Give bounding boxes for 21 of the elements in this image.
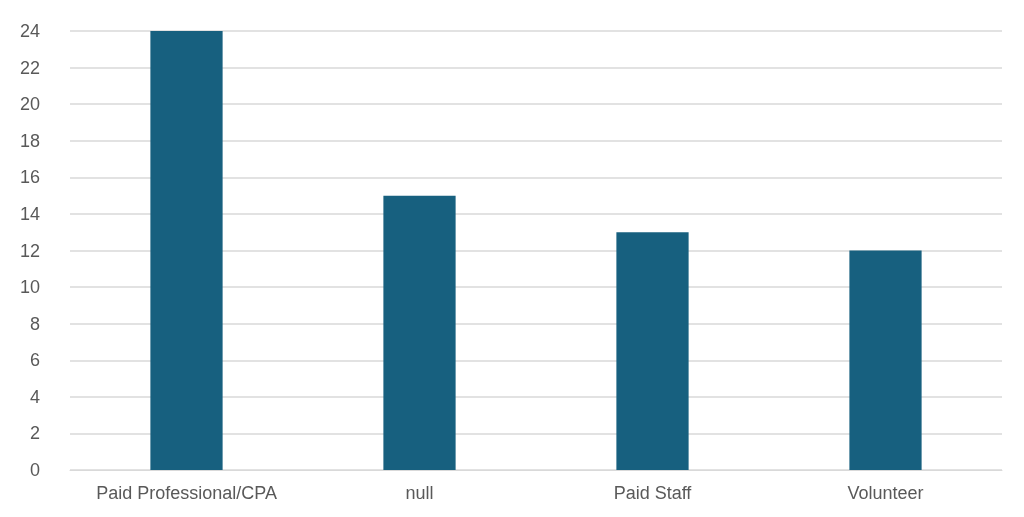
y-tick-label: 24 <box>19 21 40 41</box>
y-tick-label: 16 <box>19 167 40 188</box>
bar <box>849 250 922 470</box>
x-tick-label: Paid Professional/CPA <box>96 483 277 503</box>
bar <box>383 195 456 470</box>
y-tick-label: 0 <box>29 460 40 480</box>
y-tick-label: 20 <box>19 94 40 115</box>
y-tick-label: 4 <box>29 386 40 407</box>
x-tick-label: Volunteer <box>847 483 924 503</box>
bar <box>150 31 223 470</box>
x-tick-label: Paid Staff <box>613 483 693 503</box>
y-tick-label: 10 <box>19 277 40 298</box>
y-tick-label: 2 <box>29 423 40 444</box>
y-tick-label: 12 <box>19 240 40 261</box>
y-tick-label: 8 <box>29 313 40 334</box>
y-tick-label: 22 <box>19 57 40 78</box>
y-tick-label: 18 <box>19 130 40 151</box>
y-tick-label: 6 <box>29 350 40 371</box>
x-tick-label: null <box>405 483 434 503</box>
y-tick-label: 14 <box>19 203 40 224</box>
bar <box>616 232 689 470</box>
